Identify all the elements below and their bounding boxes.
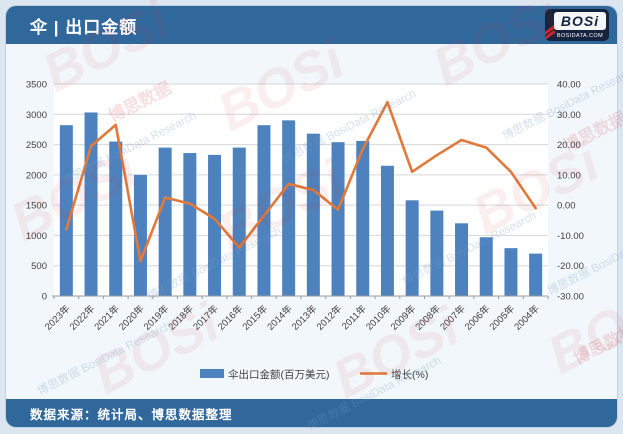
x-tick-label: 2019年 (141, 302, 172, 333)
x-tick-label: 2007年 (438, 302, 469, 333)
bar-2023年 (59, 125, 73, 296)
left-axis-tick-label: 500 (31, 261, 47, 272)
bar-2006年 (479, 237, 493, 296)
combo-chart-svg: 0 -30.00 500 -20.00 1000 -10.00 1500 0.00 2000 10… (26, 80, 584, 382)
x-tick-label: 2021年 (92, 302, 123, 333)
bar-2018年 (183, 153, 197, 296)
legend-label-line: 增长(%) (391, 368, 428, 381)
right-axis-tick-label: 0.00 (557, 201, 576, 212)
left-axis-tick-label: 1000 (26, 231, 47, 242)
left-axis-tick-label: 3000 (26, 110, 47, 121)
x-tick-label: 2018年 (166, 302, 197, 333)
bar-2011年 (356, 140, 370, 296)
bar-2013年 (306, 133, 320, 296)
bar-2014年 (282, 120, 296, 296)
right-axis-tick-label: 20.00 (557, 140, 581, 151)
bar-2007年 (455, 223, 469, 296)
bar-2012年 (331, 142, 345, 296)
legend-swatch-bar (200, 369, 224, 378)
left-axis-tick-label: 2500 (26, 140, 47, 151)
chart-title: 伞 | 出口金额 (30, 17, 138, 37)
x-tick-label: 2023年 (42, 302, 73, 333)
bar-2010年 (380, 165, 394, 296)
bar-2016年 (232, 147, 246, 296)
right-axis-tick-label: 30.00 (557, 110, 581, 121)
x-tick-label: 2008年 (413, 302, 444, 333)
right-axis-tick-label: -20.00 (557, 261, 584, 272)
chart-header: 伞 | 出口金额 BOSi BOSIDATA.COM (6, 6, 617, 44)
x-tick-label: 2020年 (116, 302, 147, 333)
bar-2004年 (529, 253, 543, 296)
growth-line (65, 100, 537, 263)
right-axis-tick-label: 40.00 (557, 80, 581, 91)
logo-word: BOSi (554, 12, 606, 30)
x-tick-label: 2017年 (191, 302, 222, 333)
bar-2017年 (208, 154, 222, 296)
x-tick-label: 2005年 (487, 302, 518, 333)
bosi-logo: BOSi BOSIDATA.COM (545, 9, 609, 41)
bar-2008年 (430, 210, 444, 296)
bar-2021年 (109, 141, 123, 296)
left-axis-tick-label: 0 (42, 292, 47, 303)
x-tick-label: 2010年 (363, 302, 394, 333)
chart-card: 伞 | 出口金额 BOSi BOSIDATA.COM 0 -30.00 500 -20… (6, 6, 617, 427)
x-tick-label: 2022年 (67, 302, 98, 333)
chart-area: 0 -30.00 500 -20.00 1000 -10.00 1500 0.00 2000 10… (6, 44, 617, 399)
x-tick-label: 2012年 (314, 302, 345, 333)
left-axis-tick-label: 1500 (26, 201, 47, 212)
logo-domain: BOSIDATA.COM (556, 33, 604, 39)
bar-2009年 (405, 200, 419, 296)
x-tick-label: 2016年 (215, 302, 246, 333)
x-tick-label: 2004年 (512, 302, 543, 333)
x-tick-label: 2011年 (339, 302, 369, 332)
x-tick-label: 2009年 (388, 302, 419, 333)
left-axis-tick-label: 3500 (26, 80, 47, 91)
x-tick-label: 2015年 (240, 302, 271, 333)
right-axis-tick-label: -30.00 (557, 292, 584, 303)
right-axis-tick-label: 10.00 (557, 170, 581, 181)
x-tick-label: 2013年 (289, 302, 320, 333)
legend-label-bar: 伞出口金额(百万美元) (228, 368, 330, 381)
bar-2005年 (504, 248, 518, 296)
x-tick-label: 2006年 (462, 302, 493, 333)
x-tick-label: 2014年 (265, 302, 296, 333)
bar-2020年 (133, 174, 147, 296)
bar-2022年 (84, 112, 98, 297)
right-axis-tick-label: -10.00 (557, 231, 584, 242)
source-text: 数据来源：统计局、博思数据整理 (30, 407, 233, 422)
left-axis-tick-label: 2000 (26, 170, 47, 181)
bar-2015年 (257, 125, 271, 296)
bar-2019年 (158, 147, 172, 296)
source-footer: 数据来源：统计局、博思数据整理 (6, 399, 617, 427)
